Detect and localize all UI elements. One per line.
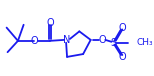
Text: O: O <box>46 18 54 28</box>
Text: O: O <box>98 35 106 45</box>
Text: O: O <box>118 52 126 62</box>
Text: O: O <box>30 36 38 46</box>
Text: CH₃: CH₃ <box>136 38 153 47</box>
Text: S: S <box>110 38 116 48</box>
Text: O: O <box>118 23 126 33</box>
Text: N: N <box>63 35 71 45</box>
